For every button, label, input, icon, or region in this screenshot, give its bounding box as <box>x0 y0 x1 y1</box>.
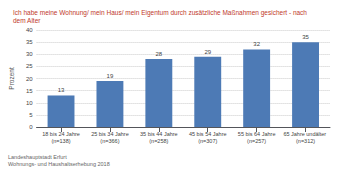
svg-text:10: 10 <box>26 100 33 106</box>
svg-text:15: 15 <box>26 88 33 94</box>
svg-text:13: 13 <box>58 87 65 93</box>
svg-text:dem Alter: dem Alter <box>13 17 41 24</box>
svg-text:(n=138): (n=138) <box>51 138 70 144</box>
svg-text:(n=366): (n=366) <box>100 138 119 144</box>
svg-text:45 bis 54 Jahre: 45 bis 54 Jahre <box>189 131 227 137</box>
svg-text:32: 32 <box>253 41 260 47</box>
svg-text:0: 0 <box>29 124 33 130</box>
svg-text:Prozent: Prozent <box>8 67 15 90</box>
svg-text:25 bis 34 Jahre: 25 bis 34 Jahre <box>91 131 129 137</box>
svg-text:(n=257): (n=257) <box>247 138 266 144</box>
svg-text:35: 35 <box>302 34 309 40</box>
svg-text:18 bis 24 Jahre: 18 bis 24 Jahre <box>42 131 80 137</box>
svg-text:5: 5 <box>29 112 33 118</box>
svg-text:Ich habe meine Wohnung/ mein H: Ich habe meine Wohnung/ mein Haus/ mein … <box>13 9 307 17</box>
svg-text:(n=312): (n=312) <box>296 138 315 144</box>
svg-text:35: 35 <box>26 39 33 45</box>
svg-text:20: 20 <box>26 76 33 82</box>
svg-text:28: 28 <box>155 51 162 57</box>
svg-text:29: 29 <box>204 49 211 55</box>
svg-text:25: 25 <box>26 63 33 69</box>
svg-text:(n=307): (n=307) <box>198 138 217 144</box>
svg-text:40: 40 <box>26 27 33 33</box>
svg-text:19: 19 <box>107 73 114 79</box>
svg-text:Landeshauptstadt Erfurt: Landeshauptstadt Erfurt <box>8 154 67 160</box>
svg-text:35 bis 44 Jahre: 35 bis 44 Jahre <box>140 131 178 137</box>
svg-text:55 bis 64 Jahre: 55 bis 64 Jahre <box>238 131 276 137</box>
svg-text:65 Jahre undälter: 65 Jahre undälter <box>283 131 327 137</box>
svg-text:30: 30 <box>26 51 33 57</box>
svg-text:Wohnungs- und Haushaltserhebun: Wohnungs- und Haushaltserhebung 2018 <box>8 161 110 167</box>
svg-text:(n=258): (n=258) <box>149 138 168 144</box>
